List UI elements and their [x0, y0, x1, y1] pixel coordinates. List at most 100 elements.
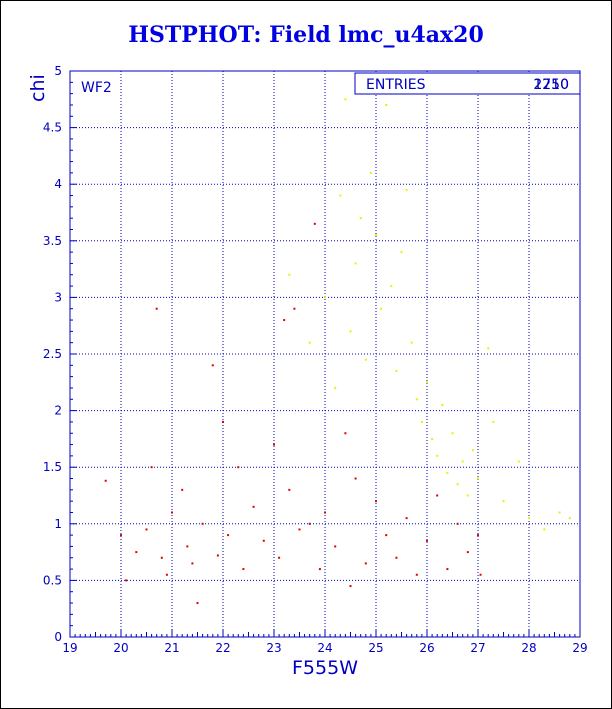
- point-red: [477, 534, 479, 537]
- point-yellow: [288, 273, 291, 276]
- point-yellow: [334, 386, 337, 389]
- point-red: [216, 554, 219, 557]
- y-axis-title: chi: [27, 74, 49, 102]
- stats-box-frame: [354, 72, 581, 95]
- point-red: [313, 222, 316, 225]
- point-red: [446, 568, 449, 571]
- point-red: [104, 479, 107, 482]
- point-red: [186, 545, 189, 548]
- point-yellow: [466, 494, 469, 497]
- point-yellow: [380, 307, 383, 310]
- x-tick-label: 25: [368, 641, 383, 655]
- point-yellow: [324, 296, 326, 299]
- point-yellow: [395, 369, 398, 372]
- point-red: [415, 573, 418, 576]
- point-yellow: [502, 500, 505, 503]
- point-red: [364, 562, 367, 565]
- point-yellow: [471, 449, 474, 452]
- point-red: [466, 551, 469, 554]
- point-yellow: [446, 471, 449, 474]
- point-red: [426, 539, 428, 542]
- data-points: [104, 98, 571, 605]
- y-tick-label: 2: [54, 404, 62, 418]
- x-tick-label: 24: [317, 641, 332, 655]
- point-red: [160, 556, 163, 559]
- chart-title: HSTPHOT: Field lmc_u4ax20: [128, 22, 484, 48]
- point-red: [171, 511, 173, 514]
- point-yellow: [375, 234, 377, 237]
- y-tick-label: 1: [54, 517, 62, 531]
- point-red: [405, 517, 408, 520]
- point-red: [165, 573, 168, 576]
- x-tick-label: 28: [521, 641, 536, 655]
- point-yellow: [364, 358, 367, 361]
- y-tick-label: 1.5: [43, 460, 62, 474]
- grid-lines: [69, 70, 581, 638]
- point-red: [278, 556, 281, 559]
- point-red: [298, 528, 301, 531]
- y-tick-label: 2.5: [43, 347, 62, 361]
- y-tick-label: 0.5: [43, 573, 62, 587]
- point-red: [145, 528, 148, 531]
- point-red: [252, 505, 255, 508]
- point-red: [181, 488, 184, 491]
- x-tick-label: 26: [419, 641, 434, 655]
- y-tick-label: 4.5: [43, 121, 62, 135]
- point-red: [227, 534, 230, 537]
- point-yellow: [517, 460, 520, 463]
- point-red: [150, 466, 153, 469]
- point-yellow: [431, 437, 434, 440]
- y-tick-label: 3: [54, 290, 62, 304]
- point-yellow: [492, 420, 495, 423]
- point-yellow: [487, 347, 490, 350]
- stats-box: ENTRIES 2750 1210: [354, 72, 581, 95]
- point-red: [375, 500, 377, 503]
- point-yellow: [426, 381, 428, 384]
- point-red: [155, 307, 158, 310]
- point-red: [222, 420, 224, 423]
- point-yellow: [456, 483, 459, 486]
- point-red: [385, 534, 388, 537]
- x-tick-label: 22: [215, 641, 230, 655]
- point-red: [196, 602, 199, 605]
- x-tick-label: 20: [113, 641, 128, 655]
- point-red: [318, 568, 321, 571]
- point-red: [120, 534, 122, 537]
- panel-annotation: WF2: [81, 80, 112, 96]
- y-tick-label: 5: [54, 64, 62, 78]
- x-tick-label: 23: [266, 641, 281, 655]
- point-yellow: [568, 517, 571, 520]
- point-yellow: [359, 217, 362, 220]
- y-tick-label: 4: [54, 177, 62, 191]
- point-yellow: [400, 251, 403, 254]
- point-red: [344, 432, 347, 435]
- point-red: [308, 522, 311, 525]
- point-yellow: [415, 398, 418, 401]
- point-red: [211, 364, 214, 367]
- point-red: [334, 545, 337, 548]
- point-yellow: [410, 341, 413, 344]
- y-tick-label: 3.5: [43, 234, 62, 248]
- point-red: [191, 562, 194, 565]
- point-red: [242, 568, 245, 571]
- x-tick-label: 21: [164, 641, 179, 655]
- stats-box-value-2: 1210: [533, 77, 569, 93]
- point-red: [273, 443, 275, 446]
- point-red: [293, 307, 296, 310]
- point-yellow: [354, 262, 357, 265]
- axis-ticks: [69, 70, 581, 638]
- point-red: [354, 477, 357, 480]
- point-yellow: [390, 285, 393, 288]
- point-red: [324, 511, 326, 514]
- point-yellow: [441, 403, 444, 406]
- point-yellow: [451, 432, 454, 435]
- point-red: [395, 556, 398, 559]
- point-yellow: [405, 188, 408, 191]
- point-yellow: [543, 528, 546, 531]
- point-red: [237, 466, 240, 469]
- point-red: [456, 522, 459, 525]
- x-tick-label: 29: [572, 641, 587, 655]
- point-yellow: [461, 460, 464, 463]
- point-yellow: [349, 330, 352, 333]
